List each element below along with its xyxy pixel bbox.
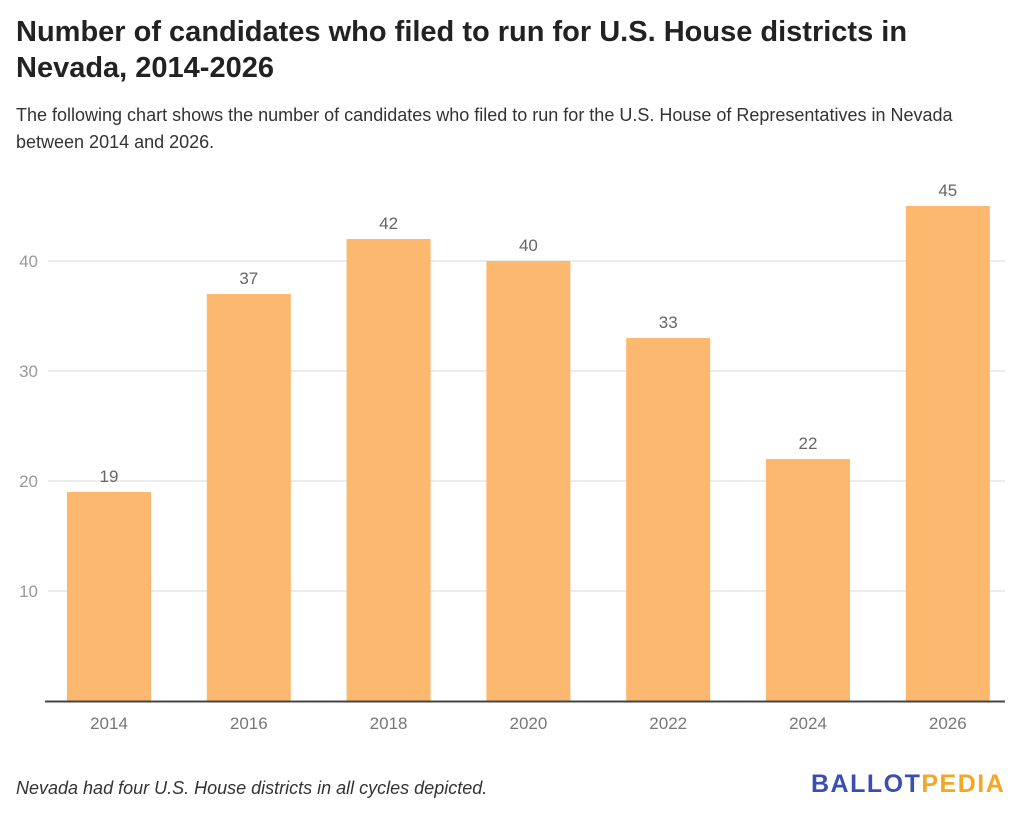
y-tick-label: 10: [19, 582, 38, 601]
bar-2026: [905, 206, 990, 701]
x-tick-label: 2026: [929, 714, 967, 733]
data-label: 45: [938, 181, 957, 200]
data-label: 33: [659, 313, 678, 332]
logo-part-ballot: BALLOT: [811, 770, 922, 798]
chart-subtitle: The following chart shows the number of …: [16, 105, 953, 152]
data-label: 42: [379, 214, 398, 233]
footnote: Nevada had four U.S. House districts in …: [16, 778, 488, 798]
y-tick-label: 30: [19, 362, 38, 381]
x-tick-label: 2022: [649, 714, 687, 733]
bar-2016: [206, 294, 291, 701]
bar-2020: [486, 261, 571, 701]
x-tick-label: 2018: [370, 714, 408, 733]
data-label: 22: [799, 434, 818, 453]
y-tick-label: 40: [19, 252, 38, 271]
x-tick-label: 2020: [509, 714, 547, 733]
logo-part-pedia: PEDIA: [921, 770, 1006, 798]
x-tick-label: 2014: [90, 714, 128, 733]
x-tick-label: 2016: [230, 714, 268, 733]
chart-title: Number of candidates who filed to run fo…: [16, 16, 908, 84]
data-label: 40: [519, 236, 538, 255]
x-tick-label: 2024: [789, 714, 827, 733]
data-label: 37: [239, 269, 258, 288]
bar-2022: [626, 338, 711, 701]
ballotpedia-logo: BALLOTPEDIA: [811, 770, 1005, 799]
bar-2014: [67, 492, 151, 701]
y-tick-label: 20: [19, 472, 38, 491]
bar-2018: [346, 239, 431, 701]
data-label: 19: [100, 467, 119, 486]
bar-2024: [766, 459, 850, 701]
